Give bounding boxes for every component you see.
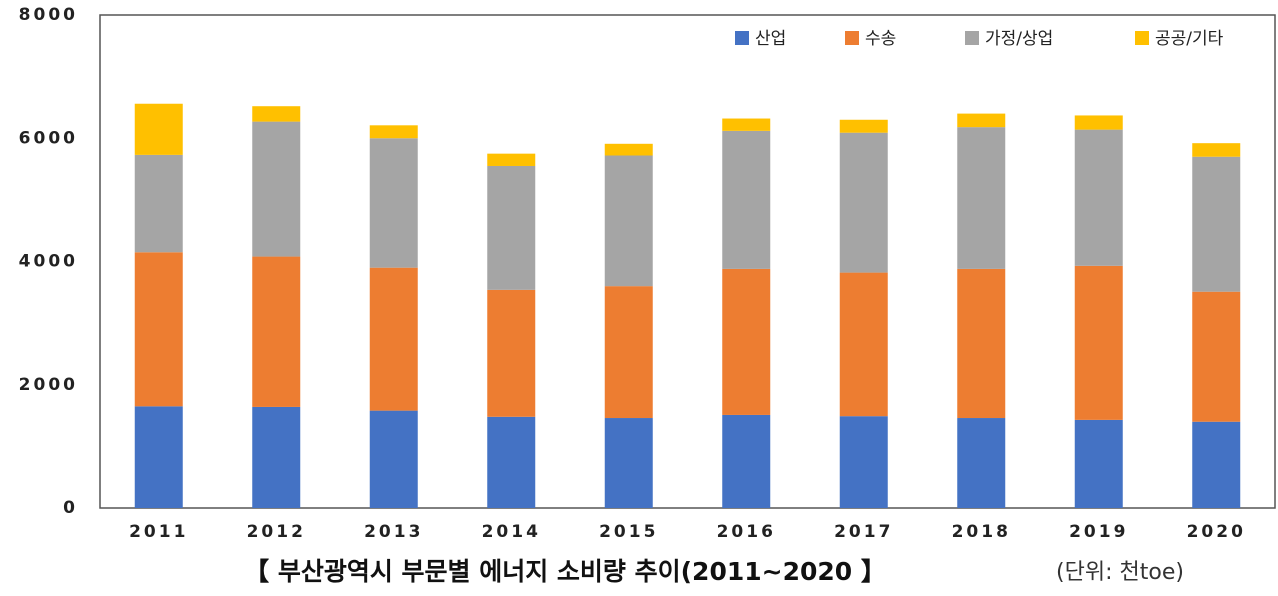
bar-segment: [487, 289, 536, 417]
bar-segment: [604, 143, 653, 156]
bar-segment: [1074, 115, 1123, 130]
legend-label: 공공/기타: [1155, 29, 1224, 49]
bar-segment: [839, 272, 888, 417]
bar-segment: [369, 138, 418, 268]
bar-segment: [839, 416, 888, 508]
bar-segment: [722, 268, 771, 415]
bar-segment: [1192, 291, 1241, 422]
bar-segment: [252, 121, 301, 257]
bar-segment: [487, 153, 536, 166]
bar-segment: [369, 125, 418, 139]
chart-title: 【 부산광역시 부문별 에너지 소비량 추이(2011~2020 】: [244, 557, 886, 586]
x-tick-label: 2015: [599, 522, 658, 542]
x-tick-label: 2017: [834, 522, 893, 542]
bar-segment: [1192, 421, 1241, 508]
legend-label: 가정/상업: [985, 29, 1053, 49]
bar-segment: [252, 256, 301, 407]
x-tick-label: 2018: [952, 522, 1011, 542]
bar-segment: [957, 127, 1006, 269]
bar-segment: [957, 268, 1006, 419]
legend-swatch: [1135, 31, 1149, 45]
y-tick-label: 0: [63, 498, 78, 518]
bar-segment: [604, 286, 653, 419]
x-tick-label: 2016: [717, 522, 776, 542]
legend-label: 수송: [865, 29, 896, 49]
bar-segment: [1074, 419, 1123, 508]
bar-segment: [722, 130, 771, 269]
bar-segment: [369, 410, 418, 508]
bar-segment: [1192, 143, 1241, 157]
x-tick-label: 2014: [482, 522, 541, 542]
bar-segment: [134, 154, 183, 253]
bar-segment: [1192, 156, 1241, 292]
unit-label: (단위: 천toe): [1056, 560, 1184, 585]
y-tick-label: 2000: [19, 375, 78, 395]
x-tick-label: 2013: [364, 522, 423, 542]
bar-segment: [369, 267, 418, 411]
bar-segment: [722, 118, 771, 131]
bar-segment: [487, 416, 536, 508]
y-tick-label: 6000: [19, 128, 78, 148]
legend-label: 산업: [755, 29, 786, 49]
x-tick-label: 2020: [1187, 522, 1246, 542]
bar-segment: [487, 165, 536, 290]
x-tick-label: 2019: [1069, 522, 1128, 542]
bar-segment: [604, 418, 653, 508]
legend-swatch: [735, 31, 749, 45]
y-tick-label: 8000: [19, 5, 78, 25]
plot-frame: [99, 14, 1276, 509]
bar-segment: [839, 119, 888, 133]
x-tick-label: 2011: [129, 522, 188, 542]
x-tick-label: 2012: [247, 522, 306, 542]
bar-segment: [604, 155, 653, 287]
bar-segment: [252, 106, 301, 122]
legend-swatch: [965, 31, 979, 45]
bar-segment: [134, 406, 183, 508]
bar-segment: [252, 406, 301, 508]
bar-segment: [957, 113, 1006, 128]
legend-swatch: [845, 31, 859, 45]
bar-segment: [1074, 129, 1123, 266]
y-tick-label: 4000: [19, 252, 78, 272]
bar-segment: [839, 132, 888, 273]
bar-segment: [1074, 265, 1123, 420]
bar-segment: [722, 414, 771, 508]
bar-segment: [957, 418, 1006, 508]
bar-segment: [134, 252, 183, 407]
bar-segment: [134, 103, 183, 155]
